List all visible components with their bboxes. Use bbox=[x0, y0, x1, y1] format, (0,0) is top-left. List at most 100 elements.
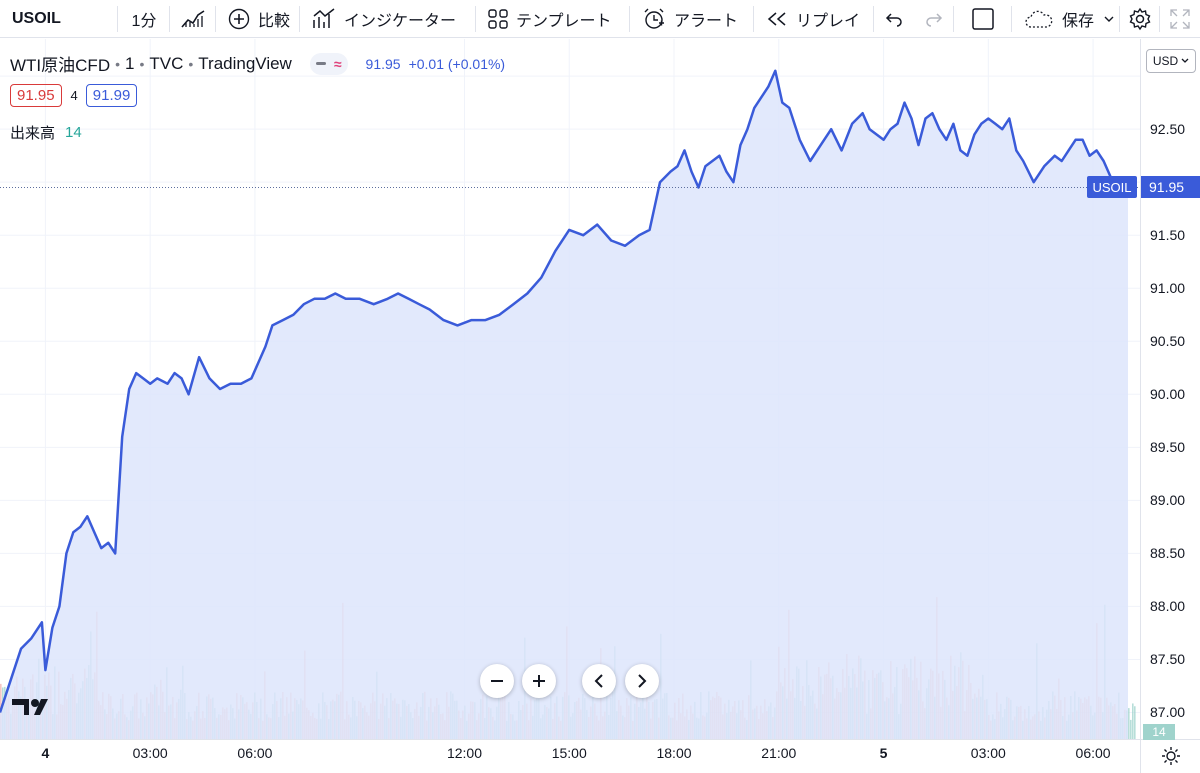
price-tick-label: 88.00 bbox=[1150, 598, 1186, 615]
price-tick-label: 91.00 bbox=[1150, 280, 1186, 297]
currency-selector[interactable]: USD bbox=[1146, 49, 1196, 73]
minus-icon bbox=[491, 680, 503, 682]
grid-icon bbox=[488, 8, 508, 29]
time-tick-label: 03:00 bbox=[132, 745, 168, 761]
approx-icon[interactable]: ≈ bbox=[333, 55, 342, 72]
zoom-in-button[interactable] bbox=[522, 664, 556, 698]
scroll-right-button[interactable] bbox=[625, 664, 659, 698]
undo-button[interactable] bbox=[874, 0, 914, 38]
square-icon bbox=[972, 7, 994, 30]
save-button[interactable]: 保存 bbox=[1012, 0, 1120, 38]
top-toolbar: USOIL 1分 比較 インジケーター テンプレート アラート bbox=[0, 0, 1200, 38]
settings-button[interactable] bbox=[1120, 0, 1160, 38]
fullscreen-button[interactable] bbox=[1160, 0, 1200, 38]
cloud-icon bbox=[1024, 9, 1054, 29]
redo-icon bbox=[925, 11, 943, 27]
volume-legend: 出来高 14 bbox=[10, 122, 82, 143]
legend-last-price: 91.95 bbox=[365, 55, 401, 72]
alert-button[interactable]: アラート bbox=[630, 0, 754, 38]
time-tick-label: 21:00 bbox=[761, 745, 797, 761]
volume-bar bbox=[1128, 708, 1130, 739]
alert-label: アラート bbox=[674, 12, 739, 30]
time-tick-label: 4 bbox=[41, 745, 50, 761]
compare-label: 比較 bbox=[258, 12, 291, 30]
plus-circle-icon bbox=[228, 8, 250, 30]
symbol-label: USOIL bbox=[12, 9, 61, 27]
price-tick-label: 90.00 bbox=[1150, 386, 1186, 403]
price-tick-label: 92.50 bbox=[1150, 121, 1186, 138]
volume-bar bbox=[1132, 703, 1134, 739]
price-tick-label: 91.50 bbox=[1150, 227, 1186, 244]
alarm-clock-icon bbox=[642, 7, 666, 31]
legend-exchange: TVC bbox=[149, 53, 184, 73]
time-tick-label: 12:00 bbox=[446, 745, 482, 761]
chevron-left-icon bbox=[594, 674, 603, 688]
time-scale[interactable] bbox=[0, 739, 1140, 773]
price-tick-label: 89.50 bbox=[1150, 439, 1186, 456]
time-tick-label: 5 bbox=[879, 745, 888, 761]
time-tick-label: 06:00 bbox=[237, 745, 273, 761]
replay-label: リプレイ bbox=[796, 12, 861, 30]
symbol-price-tag: USOIL bbox=[1087, 176, 1137, 199]
legend-toggle-pill[interactable]: ≈ bbox=[309, 52, 348, 75]
indicators-label: インジケーター bbox=[344, 12, 457, 30]
price-tick-label: 90.50 bbox=[1150, 333, 1186, 350]
volume-legend-label[interactable]: 出来高 bbox=[10, 125, 56, 142]
price-tick-label: 88.50 bbox=[1150, 545, 1186, 562]
replay-button[interactable]: リプレイ bbox=[754, 0, 874, 38]
minus-icon[interactable] bbox=[315, 62, 326, 65]
scroll-left-button[interactable] bbox=[582, 664, 616, 698]
price-scale[interactable]: USD bbox=[1140, 39, 1200, 739]
volume-bar bbox=[1130, 719, 1132, 739]
undo-icon bbox=[885, 11, 903, 27]
plus-icon bbox=[533, 675, 545, 687]
price-line bbox=[0, 69, 1128, 713]
time-tick-label: 15:00 bbox=[551, 745, 587, 761]
currency-label: USD bbox=[1152, 54, 1179, 68]
legend-separator-dot: • bbox=[188, 55, 194, 72]
sun-icon[interactable] bbox=[1161, 746, 1181, 771]
price-tick-label: 87.00 bbox=[1150, 704, 1186, 721]
legend-interval: 1 bbox=[125, 53, 135, 73]
chart-type-button[interactable] bbox=[170, 0, 216, 38]
templates-button[interactable]: テンプレート bbox=[476, 0, 630, 38]
legend-symbol-name[interactable]: WTI原油CFD bbox=[10, 56, 111, 75]
price-area-fill bbox=[0, 70, 1129, 739]
volume-value-tag: 14 bbox=[1143, 724, 1175, 740]
zoom-out-button[interactable] bbox=[480, 664, 514, 698]
chart-pane[interactable]: WTI原油CFD • 1 • TVC • TradingView ≈ 91.95… bbox=[0, 39, 1140, 739]
chevron-down-icon[interactable] bbox=[1104, 15, 1114, 23]
rewind-icon bbox=[766, 10, 788, 28]
time-tick-label: 06:00 bbox=[1075, 745, 1111, 761]
legend-change: +0.01 (+0.01%) bbox=[408, 55, 506, 72]
time-tick-label: 18:00 bbox=[656, 745, 692, 761]
volume-legend-value: 14 bbox=[65, 124, 82, 141]
price-chart[interactable] bbox=[0, 39, 1140, 739]
tradingview-logo bbox=[12, 699, 48, 715]
fullscreen-icon bbox=[1170, 8, 1190, 29]
ask-price-button[interactable]: 91.99 bbox=[85, 84, 138, 107]
chevron-down-icon bbox=[1181, 58, 1189, 63]
time-tick-label: 03:00 bbox=[970, 745, 1006, 761]
indicators-icon bbox=[312, 7, 336, 30]
save-label: 保存 bbox=[1062, 12, 1095, 30]
indicators-button[interactable]: インジケーター bbox=[300, 0, 476, 38]
templates-label: テンプレート bbox=[516, 12, 612, 30]
interval-label: 1分 bbox=[131, 12, 157, 30]
bid-price-button[interactable]: 91.95 bbox=[10, 84, 62, 107]
price-tick-label: 89.00 bbox=[1150, 492, 1186, 509]
interval-button[interactable]: 1分 bbox=[118, 0, 170, 38]
redo-button[interactable] bbox=[914, 0, 954, 38]
symbol-legend: WTI原油CFD • 1 • TVC • TradingView ≈ 91.95… bbox=[10, 51, 505, 76]
layout-button[interactable] bbox=[954, 0, 1012, 38]
legend-separator-dot: • bbox=[115, 55, 120, 72]
chevron-right-icon bbox=[638, 674, 647, 688]
legend-separator-dot: • bbox=[139, 55, 145, 72]
legend-source: TradingView bbox=[198, 53, 292, 73]
bid-ask-row: 91.95 4 91.99 bbox=[10, 84, 138, 107]
last-price-label: 91.95 bbox=[1141, 176, 1200, 199]
area-chart-icon bbox=[181, 9, 205, 29]
scale-corner: 14 bbox=[1140, 724, 1200, 773]
compare-button[interactable]: 比較 bbox=[216, 0, 300, 38]
symbol-search-button[interactable]: USOIL bbox=[0, 0, 118, 38]
